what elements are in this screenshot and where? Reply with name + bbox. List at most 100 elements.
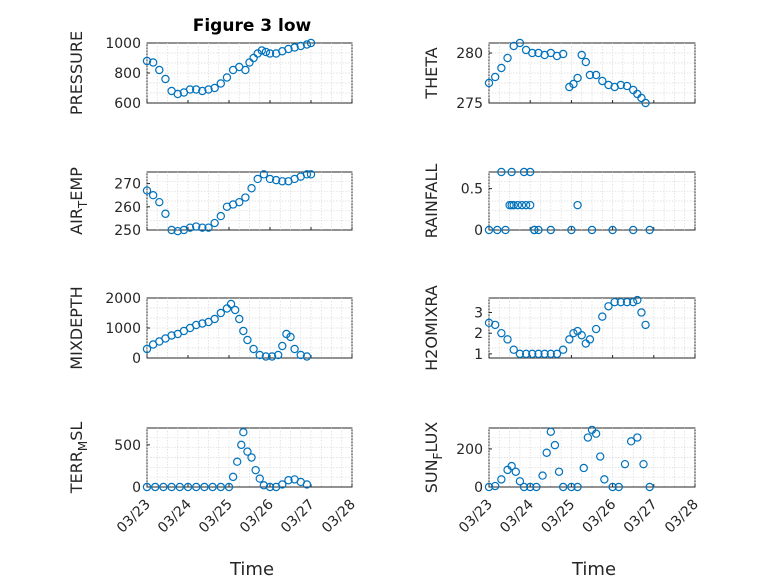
data-point	[517, 200, 527, 210]
data-point	[641, 320, 650, 330]
x-tick-label: 03/24	[497, 496, 537, 536]
data-point	[577, 331, 586, 340]
data-point	[142, 344, 152, 354]
data-point	[497, 328, 506, 338]
data-point	[546, 225, 556, 235]
data-point	[278, 177, 287, 186]
data-point	[142, 186, 152, 195]
data-point	[271, 175, 281, 185]
panel-4: 0 0.5 RAINFALL	[422, 164, 696, 239]
data-point	[265, 49, 275, 58]
data-point	[161, 209, 170, 218]
data-point	[526, 167, 535, 177]
data-point	[503, 335, 512, 344]
data-point	[608, 482, 617, 492]
data-point	[216, 482, 225, 492]
data-point	[173, 226, 182, 236]
data-point	[558, 49, 568, 59]
data-point	[493, 225, 502, 235]
data-point	[167, 225, 176, 235]
data-point	[639, 459, 648, 469]
data-point	[484, 78, 494, 88]
data-point	[191, 482, 201, 492]
data-point	[142, 56, 152, 66]
data-point	[585, 335, 595, 344]
y-axis-label-rest: SL	[67, 422, 86, 441]
panel-2: 275 280 THETA	[422, 38, 696, 112]
data-point	[534, 225, 543, 235]
data-point	[614, 482, 623, 492]
data-point	[200, 482, 209, 492]
y-tick-label: 270	[114, 177, 141, 193]
data-point	[509, 345, 518, 354]
data-point	[261, 352, 271, 361]
data-point	[222, 73, 232, 82]
data-point	[633, 433, 642, 442]
data-point	[534, 349, 543, 359]
data-point	[637, 93, 646, 103]
y-tick-label: 1	[474, 347, 483, 363]
panel-1: 600 800 1000 PRESSURE	[67, 31, 353, 115]
y-axis-label: RAINFALL	[422, 164, 441, 239]
data-point	[567, 482, 576, 492]
x-tick-label: 03/27	[621, 497, 661, 537]
x-tick-label: 03/23	[456, 497, 496, 537]
data-point	[191, 85, 201, 94]
data-point	[581, 57, 591, 67]
data-point	[267, 352, 277, 361]
data-point	[175, 482, 184, 492]
y-tick-label: 275	[456, 96, 483, 112]
data-point	[257, 46, 266, 55]
data-point	[554, 467, 564, 476]
data-point	[150, 482, 160, 492]
data-point	[507, 167, 516, 177]
data-point	[511, 467, 520, 476]
data-point	[278, 480, 287, 489]
y-tick-label: 0	[132, 480, 141, 496]
data-point	[155, 65, 164, 75]
panel-7: 0 500 03/23 03/24 03/25 03/26 03/27 03/28 TERRMS…	[67, 422, 359, 537]
y-tick-label: 0	[474, 480, 483, 496]
data-point	[591, 429, 601, 438]
data-point	[622, 297, 632, 307]
data-point	[185, 85, 195, 94]
data-point	[253, 174, 262, 184]
data-point	[173, 89, 182, 99]
data-point	[296, 350, 305, 360]
data-point	[230, 305, 240, 315]
y-tick-label: 1000	[105, 36, 141, 52]
data-point	[167, 482, 176, 492]
y-tick-label: 280	[456, 46, 483, 62]
y-tick-label: 0	[474, 223, 483, 239]
data-point	[528, 349, 537, 359]
data-point	[306, 38, 316, 48]
y-axis-label-rest: EMP	[67, 167, 86, 201]
data-point	[239, 326, 248, 336]
data-point	[216, 211, 225, 221]
data-point	[598, 76, 607, 86]
x-axis-label-left: Time	[229, 559, 274, 580]
data-point	[596, 452, 605, 461]
data-point	[530, 225, 539, 235]
data-point	[210, 314, 219, 324]
data-point	[226, 299, 236, 309]
data-point	[626, 437, 636, 446]
data-point	[585, 70, 595, 80]
y-tick-label: 0.5	[461, 182, 483, 198]
y-tick-label: 200	[456, 442, 483, 458]
data-point	[235, 197, 244, 207]
y-tick-label: 250	[114, 223, 141, 239]
y-tick-label: 1000	[105, 321, 141, 337]
data-point	[497, 475, 506, 484]
data-point	[507, 461, 516, 471]
data-point	[521, 200, 531, 210]
data-point	[542, 448, 551, 457]
figure-title: Figure 3 low	[193, 16, 312, 36]
data-point	[569, 79, 578, 89]
data-point	[235, 314, 244, 324]
x-axis-label-right: Time	[571, 559, 616, 580]
x-tick-label: 03/25	[196, 497, 236, 537]
data-point	[274, 350, 283, 360]
y-axis-label: TERRMSL	[67, 422, 90, 495]
